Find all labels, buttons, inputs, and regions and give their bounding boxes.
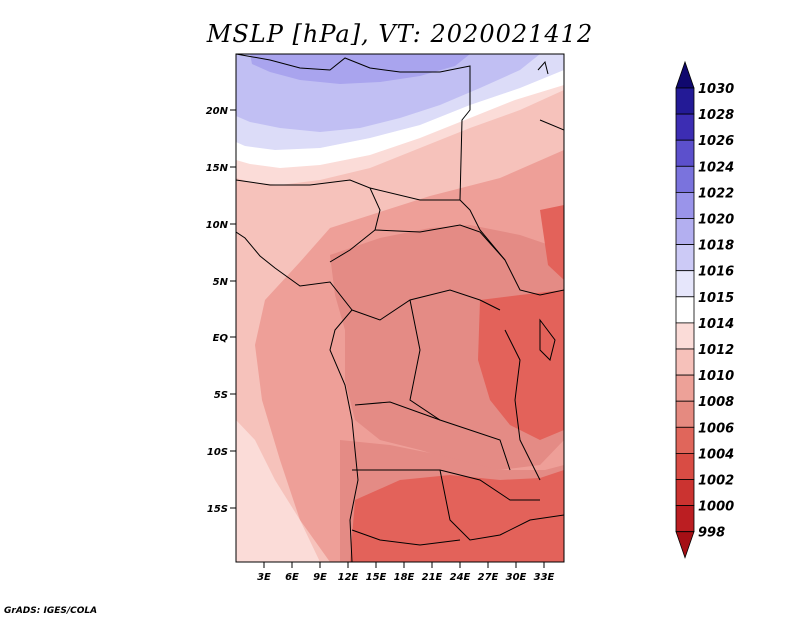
colorbar-label: 1026 xyxy=(698,134,734,149)
lon-label: 15E xyxy=(366,572,387,583)
colorbar-label: 1014 xyxy=(698,317,734,332)
lon-label: 9E xyxy=(313,572,327,583)
pressure-map xyxy=(236,54,564,562)
lon-label: 27E xyxy=(478,572,499,583)
lon-label: 33E xyxy=(534,572,555,583)
colorbar-label: 1006 xyxy=(698,421,734,436)
lon-labels: 3E 6E 9E 12E 15E 18E 21E 24E 27E 30E 33E xyxy=(257,572,554,583)
colorbar-box xyxy=(675,113,695,141)
field-1020 xyxy=(250,54,470,84)
colorbar-box xyxy=(675,426,695,454)
colorbar-label: 1016 xyxy=(698,265,734,280)
lon-label: 18E xyxy=(394,572,415,583)
lat-label: 5S xyxy=(214,390,228,401)
colorbar-label: 1028 xyxy=(698,108,734,123)
lon-label: 3E xyxy=(257,572,271,583)
lon-label: 21E xyxy=(422,572,443,583)
colorbar-box xyxy=(675,479,695,507)
colorbar-box xyxy=(675,322,695,350)
field-1006-east xyxy=(478,290,564,440)
lat-axis xyxy=(230,109,236,509)
lat-label: 15N xyxy=(206,163,229,174)
colorbar-label: 1030 xyxy=(698,82,734,97)
lon-label: 12E xyxy=(338,572,359,583)
colorbar-box xyxy=(675,452,695,480)
colorbar-label: 1002 xyxy=(698,474,734,489)
field-1006-northeast xyxy=(540,205,564,280)
lat-label: 10N xyxy=(206,220,229,231)
colorbar-box xyxy=(675,400,695,428)
colorbar-box xyxy=(675,139,695,167)
colorbar-box xyxy=(675,218,695,246)
lat-label: EQ xyxy=(213,333,229,344)
colorbar-label: 1015 xyxy=(698,291,734,306)
colorbar-box xyxy=(675,270,695,298)
colorbar-box xyxy=(675,296,695,324)
colorbar: 1030 1028 1026 1024 1022 1020 1018 1016 1015 1014… xyxy=(675,60,734,559)
colorbar-label: 1004 xyxy=(698,447,734,462)
colorbar-label: 1010 xyxy=(698,369,734,384)
field-1006-south xyxy=(350,470,564,562)
grads-credit: GrADS: IGES/COLA xyxy=(4,606,97,616)
lat-label: 5N xyxy=(213,277,229,288)
colorbar-label: 1012 xyxy=(698,343,734,358)
lon-label: 30E xyxy=(506,572,527,583)
lat-label: 20N xyxy=(206,106,229,117)
colorbar-box xyxy=(675,244,695,272)
lon-label: 6E xyxy=(285,572,299,583)
colorbar-top-triangle xyxy=(675,60,695,89)
field-1012-west xyxy=(236,54,564,562)
lon-axis xyxy=(263,562,545,568)
lat-label: 10S xyxy=(207,447,228,458)
colorbar-label: 1020 xyxy=(698,213,734,228)
colorbar-box xyxy=(675,165,695,193)
colorbar-box xyxy=(675,87,695,115)
colorbar-label: 1022 xyxy=(698,186,734,201)
map-frame xyxy=(235,53,565,563)
field-1014-southwest xyxy=(236,420,320,562)
colorbar-box xyxy=(675,191,695,219)
colorbar-label: 1024 xyxy=(698,160,734,175)
colorbar-box xyxy=(675,374,695,402)
colorbar-label: 1018 xyxy=(698,239,734,254)
lat-label: 15S xyxy=(207,504,228,515)
colorbar-bottom-triangle xyxy=(675,531,695,559)
colorbar-box xyxy=(675,348,695,376)
map-title: MSLP [hPa], VT: 2020021412 xyxy=(206,20,593,48)
colorbar-label: 1000 xyxy=(698,500,734,515)
coastlines-borders xyxy=(236,54,564,562)
colorbar-label: 1008 xyxy=(698,395,734,410)
lat-labels: 20N 15N 10N 5N EQ 5S 10S 15S xyxy=(206,106,229,515)
colorbar-box xyxy=(675,505,695,533)
lon-label: 24E xyxy=(450,572,471,583)
colorbar-label: 998 xyxy=(698,526,725,541)
